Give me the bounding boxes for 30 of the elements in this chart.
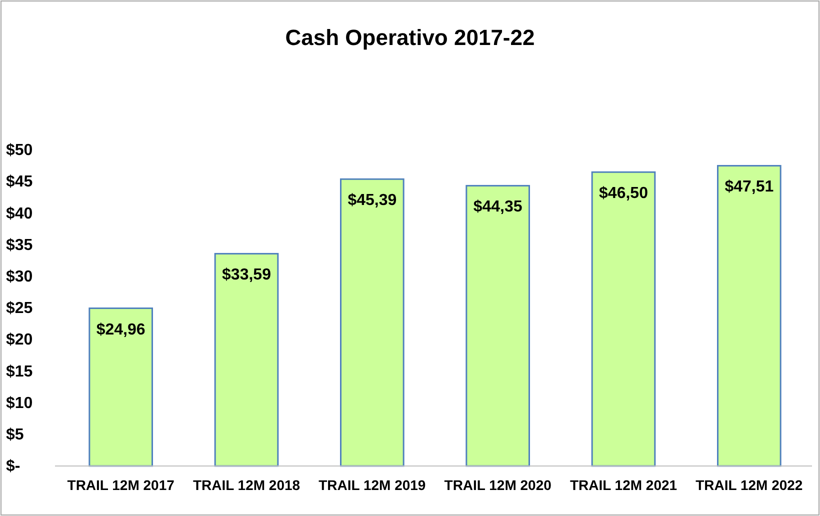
data-label: $33,59	[222, 266, 272, 284]
y-tick-label: $15	[6, 363, 33, 380]
x-tick-label: TRAIL 12M 2017	[67, 476, 175, 493]
y-tick-label: $40	[6, 205, 33, 222]
y-tick-label: $30	[6, 268, 33, 286]
x-tick-label: TRAIL 12M 2022	[696, 476, 803, 493]
x-tick-label: TRAIL 12M 2019	[318, 476, 426, 493]
x-tick-label: TRAIL 12M 2020	[444, 476, 552, 493]
y-tick-label: $5	[6, 426, 24, 444]
bar	[88, 308, 153, 467]
y-tick-label: $-	[6, 458, 20, 476]
bar	[340, 178, 404, 467]
y-tick-label: $20	[6, 332, 33, 349]
x-tick-label: TRAIL 12M 2018	[192, 476, 300, 493]
y-tick-label: $25	[6, 300, 33, 318]
chart-title: Cash Operativo 2017-22	[285, 25, 535, 50]
data-label: $46,50	[599, 185, 648, 202]
x-tick-label: TRAIL 12M 2021	[570, 476, 678, 493]
data-label: $44,35	[473, 198, 522, 216]
data-label: $24,96	[96, 321, 146, 338]
bar	[466, 184, 530, 467]
data-label: $47,51	[724, 178, 774, 196]
data-label: $45,39	[348, 192, 397, 210]
y-tick-label: $35	[6, 236, 33, 254]
bar	[214, 252, 279, 467]
y-tick-label: $45	[6, 174, 33, 191]
bar	[591, 171, 656, 467]
bar	[717, 164, 782, 467]
y-tick-label: $50	[6, 142, 33, 160]
y-tick-label: $10	[6, 394, 33, 412]
